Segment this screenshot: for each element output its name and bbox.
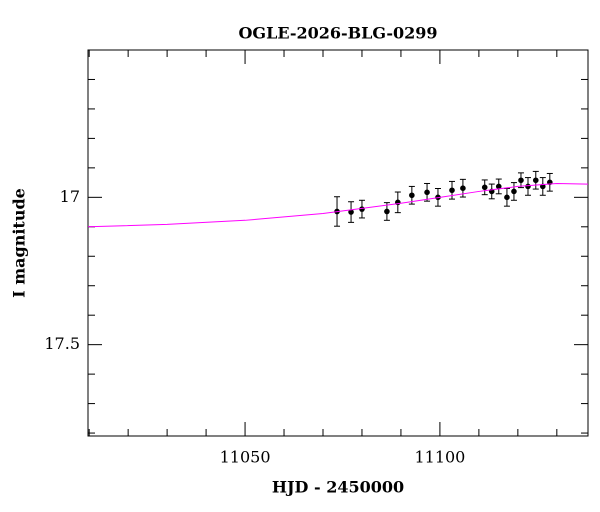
x-tick-label: 11100 — [414, 448, 465, 467]
data-point — [511, 188, 517, 195]
model-curve — [87, 182, 589, 228]
data-point — [348, 209, 354, 215]
data-point — [409, 192, 415, 199]
data-point — [495, 183, 502, 190]
x-tick-label: 11050 — [220, 448, 271, 467]
data-point — [424, 189, 430, 196]
data-point — [384, 208, 390, 215]
data-point — [481, 184, 488, 191]
plot-frame — [87, 49, 589, 437]
data-point — [504, 194, 510, 201]
data-point — [449, 187, 455, 194]
chart-title: OGLE-2026-BLG-0299 — [238, 24, 437, 43]
x-axis-label: HJD - 2450000 — [272, 478, 404, 497]
y-tick-label: 17.5 — [44, 334, 80, 353]
y-tick-label: 17 — [60, 187, 80, 206]
data-point — [532, 177, 539, 184]
data-point — [525, 183, 531, 190]
data-point — [518, 177, 524, 184]
y-axis-label: I magnitude — [10, 188, 29, 298]
data-point — [460, 185, 466, 191]
